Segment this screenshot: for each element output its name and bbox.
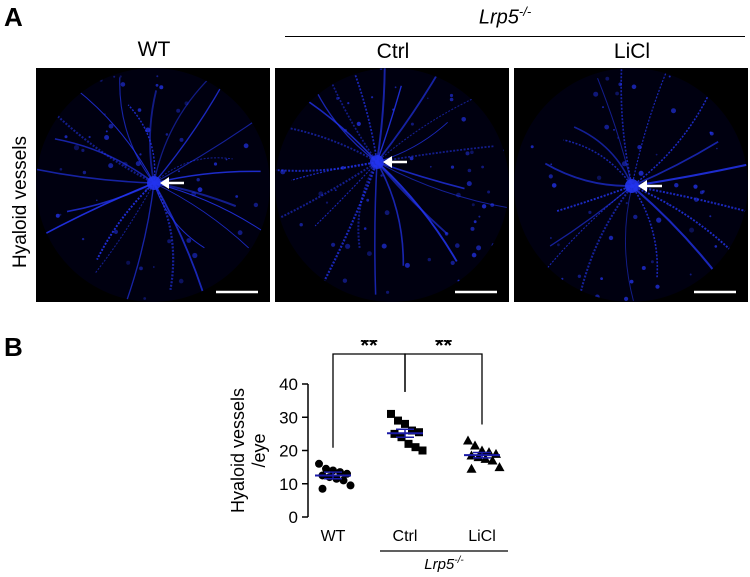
column-label-ctrl: Ctrl	[376, 40, 410, 63]
data-point-wt	[318, 484, 327, 493]
y-tick-label: 10	[279, 475, 298, 494]
y-tick-label: 30	[279, 408, 298, 427]
significance-label: **	[435, 340, 453, 358]
significance-label: **	[360, 340, 378, 358]
data-point-ctrl	[418, 446, 427, 455]
data-point-licl	[470, 440, 480, 450]
data-point-wt	[339, 476, 348, 485]
genotype-group-label: Lrp5-/-	[478, 4, 532, 29]
y-tick-label: 0	[289, 508, 298, 527]
data-point-ctrl	[401, 419, 409, 428]
data-point-ctrl	[408, 426, 416, 435]
micrograph-licl-retina	[514, 68, 748, 302]
micrograph-ctrl	[275, 68, 509, 302]
data-point-licl	[487, 455, 498, 465]
data-point-licl	[473, 452, 484, 462]
micrograph-licl-arrow	[638, 180, 662, 192]
data-point-licl	[494, 462, 505, 472]
data-point-wt	[315, 459, 323, 468]
hyaloid-vessel-chart: Hyaloid vessels/eye 0 10 20 30 40 WT Ctrl LiCl Lr…	[210, 333, 530, 573]
data-point-licl	[484, 447, 494, 457]
row-label-hyaloid-vessels: Hyaloid vessels	[10, 136, 31, 268]
y-tick-label: 40	[279, 375, 298, 394]
group-label: Lrp5-/-	[424, 555, 464, 572]
micrograph-wt-arrow	[160, 177, 184, 189]
column-label-wt: WT	[137, 38, 171, 61]
column-label-licl: LiCl	[613, 40, 651, 63]
genotype-group-line	[285, 36, 745, 37]
x-category-label-ctrl: Ctrl	[393, 528, 418, 545]
data-point-ctrl	[411, 443, 420, 452]
data-point-wt	[322, 464, 330, 473]
micrograph-ctrl-arrow	[383, 156, 407, 168]
y-tick-label: 20	[279, 442, 298, 461]
micrograph-wt-retina	[36, 68, 270, 302]
data-point-licl	[466, 463, 477, 473]
data-point-ctrl	[394, 416, 402, 425]
significance-bracket	[404, 353, 483, 425]
panel-a-letter: A	[4, 2, 23, 32]
data-point-licl	[463, 435, 473, 445]
chart-y-axis-label: Hyaloid vessels/eye	[228, 388, 269, 513]
micrograph-licl	[514, 68, 748, 302]
panel-b-letter: B	[4, 332, 23, 362]
micrograph-wt	[36, 68, 270, 302]
data-point-ctrl	[404, 439, 413, 448]
x-category-label-wt: WT	[321, 528, 346, 545]
micrograph-ctrl-retina	[275, 68, 509, 302]
x-category-label-licl: LiCl	[468, 528, 496, 545]
data-point-ctrl	[387, 409, 395, 418]
data-point-wt	[346, 481, 355, 490]
